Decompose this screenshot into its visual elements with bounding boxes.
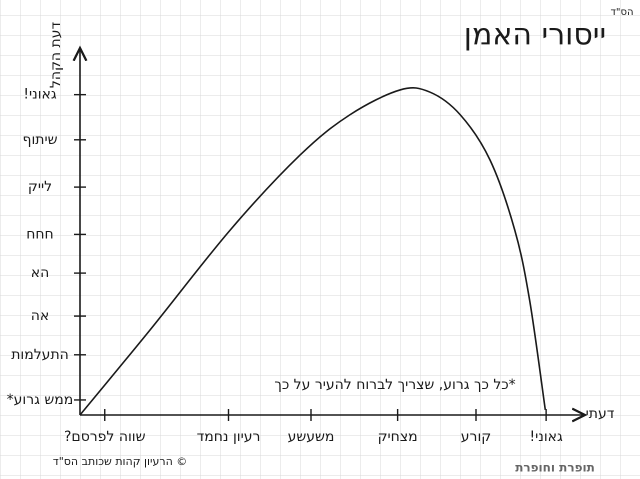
curve: [79, 87, 547, 416]
x-tick-label: שווה לפרסם?: [64, 429, 146, 445]
x-tick-label: קורע: [461, 429, 491, 445]
x-tick-label: מצחיק: [378, 429, 418, 445]
y-tick-label: חחח: [26, 226, 53, 242]
x-tick-label: גאוני!: [529, 429, 563, 445]
y-tick-label: הא: [31, 265, 50, 281]
corner-label: הס"ד: [610, 7, 633, 18]
y-tick-label: אה: [31, 308, 50, 324]
annotation: *כל כך גרוע, שצריך לברוח להעיר על כך: [274, 377, 515, 393]
y-tick-label: ממש גרוע*: [7, 392, 74, 408]
y-tick-label: התעלמות: [11, 347, 69, 363]
y-tick-label: גאוני!: [23, 87, 57, 103]
y-tick-label: שיתוף: [22, 132, 57, 148]
y-axis-label: דעת הקהל: [48, 22, 64, 89]
x-tick-label: משעשע: [288, 429, 335, 445]
credit: © הרעיון קהות שכותב הס"ד: [53, 455, 188, 468]
y-tick-label: לייק: [28, 179, 52, 195]
chart-title: ייסורי האמן: [464, 18, 606, 53]
x-axis-label: דעתי: [586, 406, 615, 422]
logo: תופרת וחופרת: [515, 461, 595, 475]
x-tick-label: רעיון נחמד: [197, 429, 261, 445]
